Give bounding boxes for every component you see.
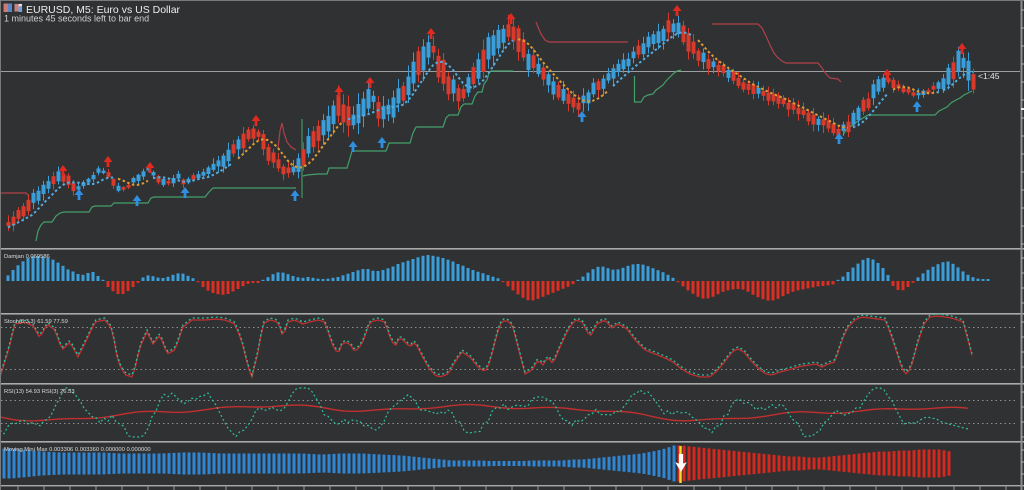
svg-text:Damjan 0.069586: Damjan 0.069586 [4,254,50,260]
svg-text:1 minutes 45 seconds left to b: 1 minutes 45 seconds left to bar end [4,14,149,24]
svg-text:<1:45: <1:45 [978,71,1000,81]
svg-text:Stoch(8,3,3) 61.59 77.59: Stoch(8,3,3) 61.59 77.59 [4,319,68,325]
svg-text:RSI(13) 54.93 RSI(3) 26.53: RSI(13) 54.93 RSI(3) 26.53 [4,389,75,395]
svg-text:EURUSD, M5: Euro vs US Dollar: EURUSD, M5: Euro vs US Dollar [26,4,181,16]
svg-text:Moving Mini Max 0.003306 0.003: Moving Mini Max 0.003306 0.003360 0.0000… [4,447,151,453]
